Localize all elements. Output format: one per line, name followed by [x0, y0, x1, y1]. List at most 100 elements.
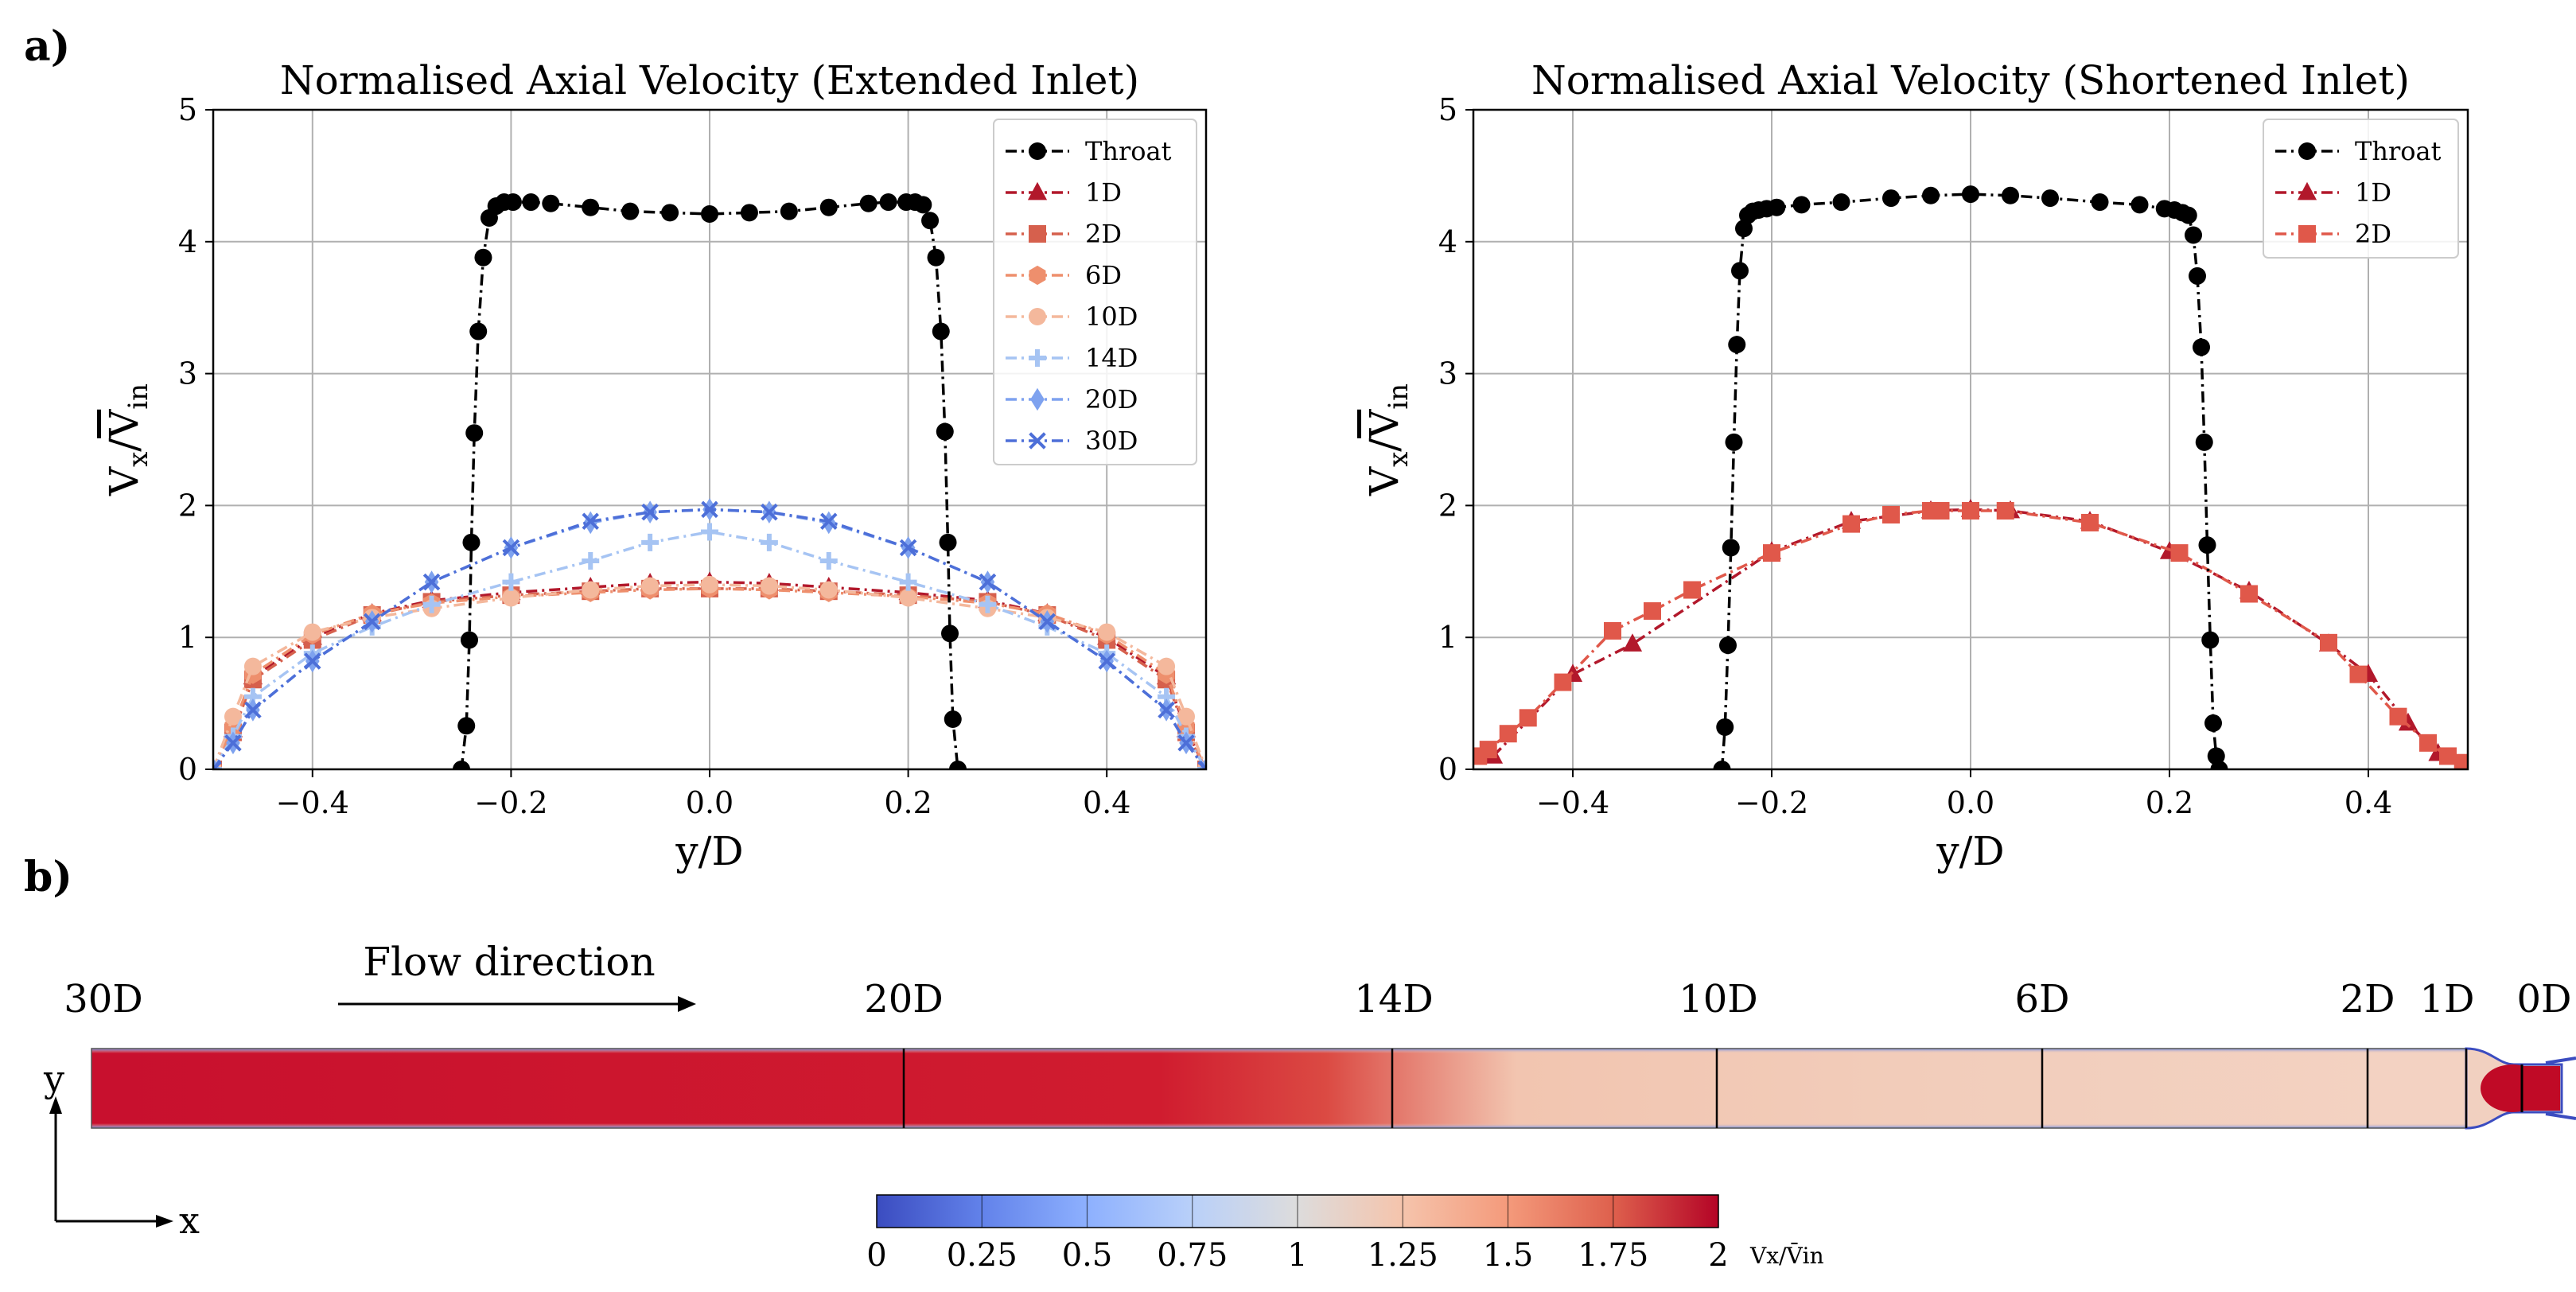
- data-point-30d: [363, 613, 381, 631]
- legend-item-throat: Throat: [1006, 136, 1172, 166]
- y-tick-label: 4: [1438, 224, 1457, 259]
- data-point-10d: [502, 589, 520, 607]
- data-point-14d: [760, 533, 778, 551]
- data-point-throat: [1962, 185, 1979, 204]
- legend-label: 14D: [1085, 343, 1138, 373]
- data-point-30d: [701, 500, 718, 519]
- y-tick-label: 5: [1438, 92, 1457, 127]
- plot-area: [1473, 185, 2468, 769]
- data-point-throat: [859, 194, 877, 212]
- data-point-30d: [1177, 734, 1195, 752]
- y-tick-label: 0: [1438, 752, 1457, 787]
- data-point-2d: [1644, 602, 1661, 621]
- y-axis-label: Vx/Vin: [101, 383, 154, 496]
- data-point-throat: [780, 202, 798, 220]
- data-point-2d: [1763, 544, 1780, 562]
- data-point-throat: [1722, 539, 1740, 557]
- x-tick-label: −0.2: [474, 785, 547, 820]
- y-tick-label: 3: [1438, 356, 1457, 391]
- data-point-1d: [1622, 633, 1643, 652]
- data-point-30d: [224, 734, 242, 752]
- data-point-throat: [1922, 186, 1940, 204]
- station-label-2d: 2D: [2340, 977, 2395, 1022]
- legend-item-6d: 6D: [1006, 260, 1122, 290]
- legend-marker: [1030, 387, 1045, 411]
- data-point-throat: [621, 202, 640, 220]
- data-point-2d: [1882, 506, 1900, 524]
- colorbar-tick-label: 0.25: [947, 1237, 1018, 1274]
- data-point-throat: [932, 322, 950, 341]
- data-point-2d: [2349, 665, 2368, 683]
- data-point-10d: [243, 657, 262, 675]
- y-axis-arrowhead: [49, 1096, 62, 1114]
- colorbar-tick-label: 1: [1287, 1237, 1307, 1274]
- data-point-2d: [1604, 621, 1621, 640]
- data-point-30d: [819, 512, 838, 531]
- y-axis-label: Vx/Vin: [1361, 383, 1414, 496]
- station-label-1d: 1D: [2419, 977, 2474, 1022]
- data-point-throat: [453, 761, 470, 769]
- x-axis-indicator-label: x: [179, 1199, 200, 1242]
- chart-title: Normalised Axial Velocity (Shortened Inl…: [1531, 57, 2410, 103]
- series-2d: [1473, 502, 2468, 769]
- y-tick-label: 1: [178, 620, 197, 655]
- legend-item-2d: 2D: [2275, 219, 2391, 249]
- data-point-14d: [979, 595, 997, 613]
- chart-shortened-inlet: −0.4 −0.2 0.0 0.2 0.4 0 1 2 3 4 5 Normalised Axial …: [1361, 57, 2469, 874]
- y-tick-label: 2: [1438, 488, 1457, 523]
- colorbar: 0 0.25 0.5 0.75 1 1.25 1.5 1.75 2 Vx/V̄in: [866, 1194, 1824, 1274]
- x-tick-label: 0.2: [2146, 785, 2193, 820]
- colorbar-tick-label: 1.5: [1483, 1237, 1534, 1274]
- legend-marker: [1029, 265, 1046, 286]
- data-point-throat: [460, 631, 478, 649]
- data-point-14d: [819, 552, 838, 570]
- data-point-throat: [504, 193, 522, 212]
- data-point-throat: [921, 212, 940, 230]
- data-point-10d: [224, 707, 242, 726]
- data-point-throat: [1716, 718, 1734, 736]
- chart-title: Normalised Axial Velocity (Extended Inle…: [280, 57, 1139, 103]
- data-point-14d: [502, 573, 520, 591]
- legend-label: 10D: [1085, 302, 1138, 332]
- data-point-throat: [2179, 206, 2197, 224]
- data-point-2d: [1932, 502, 1950, 520]
- data-point-2d: [1843, 515, 1860, 533]
- legend-marker: [1029, 225, 1046, 243]
- data-point-10d: [1177, 707, 1196, 726]
- x-tick-label: 0.4: [2344, 785, 2392, 820]
- legend-label: 30D: [1085, 426, 1138, 456]
- legend-marker: [2297, 181, 2317, 200]
- data-point-30d: [244, 701, 262, 719]
- data-point-2d: [2081, 513, 2099, 531]
- data-point-2d: [1962, 502, 1979, 520]
- data-point-14d: [899, 573, 917, 591]
- data-point-throat: [2091, 193, 2109, 212]
- data-point-throat: [1725, 433, 1743, 451]
- data-point-throat: [1728, 336, 1746, 354]
- legend-item-14d: 14D: [1006, 343, 1138, 373]
- data-point-throat: [939, 533, 957, 551]
- data-point-throat: [944, 710, 962, 728]
- legend-marker: [1029, 308, 1046, 325]
- data-point-30d: [1197, 761, 1206, 769]
- data-point-throat: [462, 533, 481, 551]
- y-tick-label: 3: [178, 356, 197, 391]
- data-point-30d: [213, 761, 222, 769]
- data-point-2d: [1554, 673, 1572, 691]
- legend: Throat 1D 2D 6D 10D 14D 20D 30D: [993, 119, 1197, 465]
- flow-tube: [91, 1048, 2467, 1129]
- data-point-30d: [899, 539, 917, 557]
- x-tick-label: 0.2: [884, 785, 932, 820]
- data-point-throat: [2002, 186, 2019, 204]
- panel-label-b: b): [24, 853, 72, 901]
- data-point-throat: [927, 248, 945, 267]
- series-line-throat: [1720, 193, 2221, 769]
- series-10d: [213, 575, 1206, 769]
- data-point-throat: [661, 204, 679, 222]
- legend: Throat 1D 2D: [2263, 119, 2459, 259]
- legend-item-1d: 1D: [1006, 177, 1122, 208]
- colorbar-tick-label: 0.5: [1062, 1237, 1113, 1274]
- station-label-20d: 20D: [864, 977, 944, 1022]
- data-point-2d: [1499, 725, 1517, 743]
- legend-item-20d: 20D: [1006, 384, 1138, 414]
